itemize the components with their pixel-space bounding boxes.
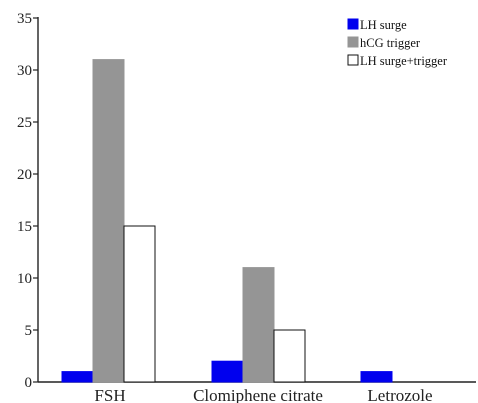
legend-label: LH surge: [360, 18, 407, 32]
legend-swatch: [347, 18, 359, 30]
legend-swatch: [347, 36, 359, 48]
bar-lh-surge-0: [61, 371, 94, 383]
y-tick-label: 35: [17, 11, 32, 27]
bars: [61, 59, 393, 383]
y-tick-label: 25: [17, 115, 32, 131]
bar-lh-surge-trigger-1: [273, 329, 306, 383]
legend-label: hCG trigger: [360, 36, 421, 50]
legend-label: LH surge+trigger: [360, 54, 448, 68]
legend: LH surge hCG trigger LH surge+trigger: [347, 18, 448, 68]
y-tick-label: 10: [17, 271, 32, 287]
category-label: Clomiphene citrate: [193, 386, 323, 403]
y-tick-label: 30: [17, 63, 32, 79]
bar-hcg-trigger-1: [242, 267, 275, 383]
y-tick-label: 20: [17, 167, 32, 183]
y-tick-label: 0: [25, 375, 33, 391]
bar-lh-surge-trigger-0: [123, 225, 156, 383]
category-label: Letrozole: [367, 386, 432, 403]
legend-swatch: [347, 54, 359, 66]
bar-lh-surge-1: [211, 360, 244, 383]
bar-lh-surge-2: [360, 371, 393, 383]
bar-hcg-trigger-0: [92, 59, 125, 383]
y-tick-label: 5: [25, 323, 33, 339]
category-label: FSH: [94, 386, 125, 403]
y-tick-label: 15: [17, 219, 32, 235]
category-labels: FSH Clomiphene citrate Letrozole: [94, 386, 432, 403]
